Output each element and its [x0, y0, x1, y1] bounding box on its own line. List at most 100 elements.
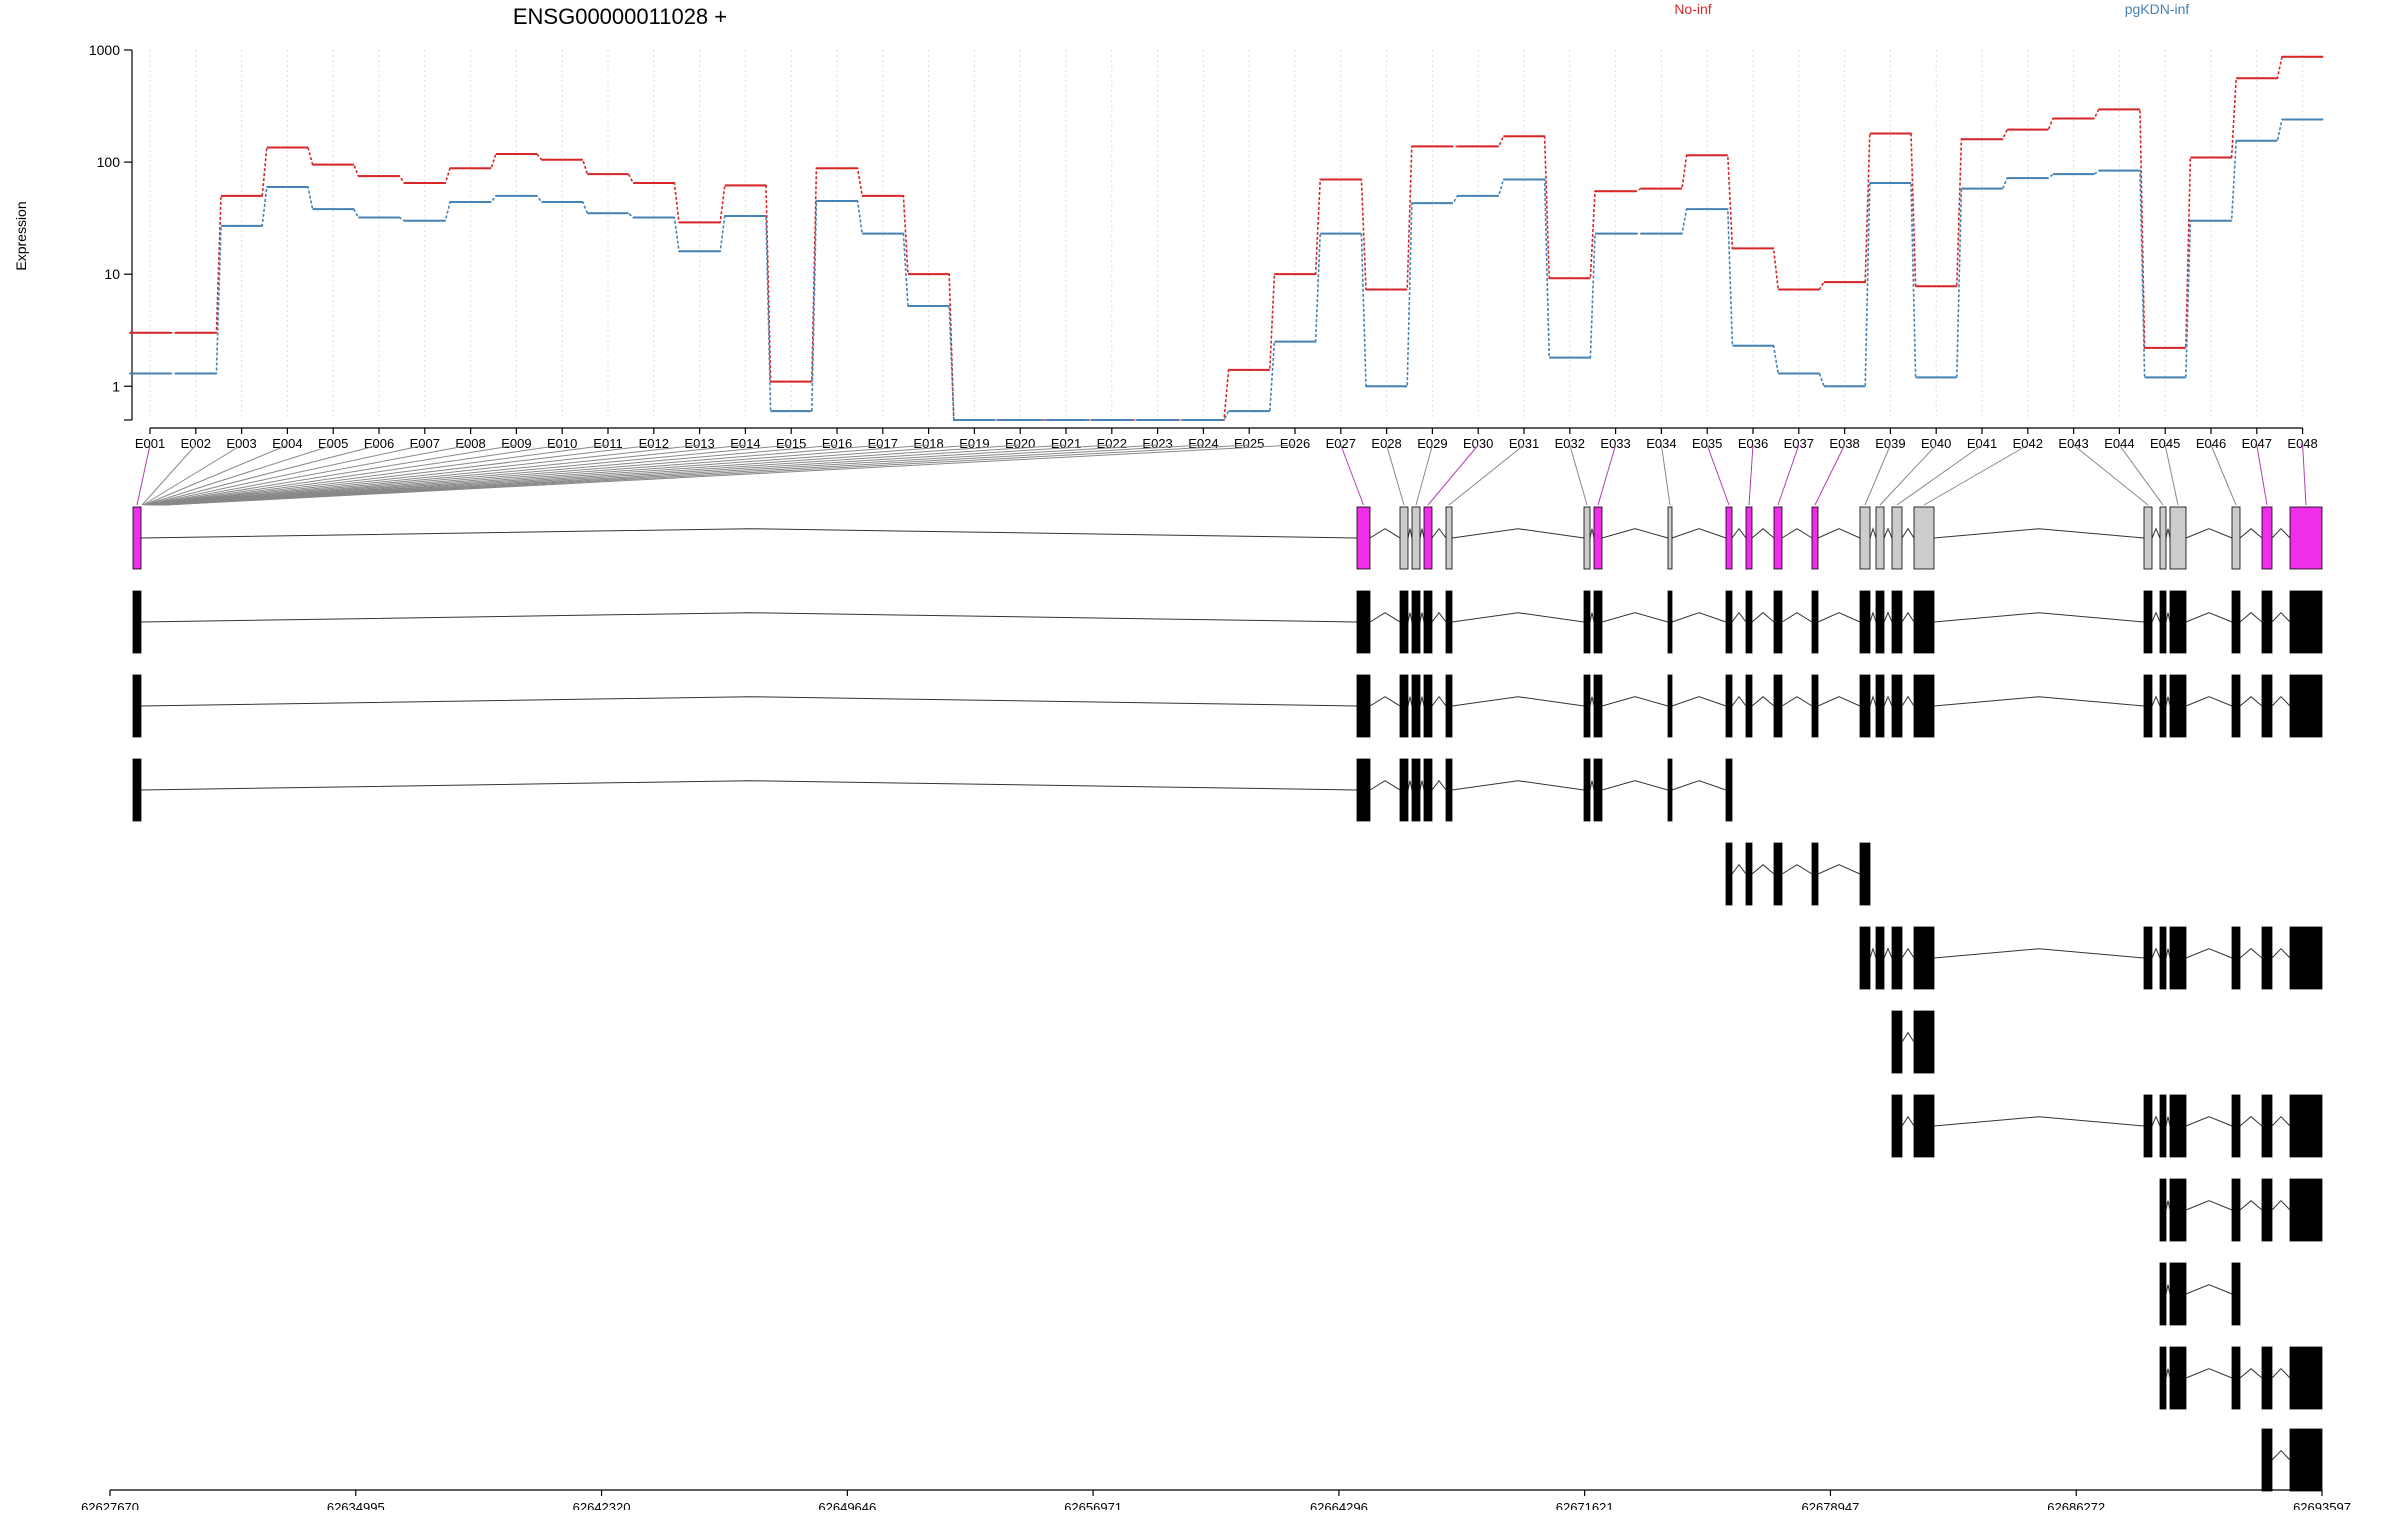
- connector-line: [1427, 444, 1479, 506]
- exon-box: [2159, 590, 2167, 654]
- exon-box: [1875, 674, 1885, 738]
- exon-box: [2289, 674, 2323, 738]
- intron-line: [1901, 695, 1915, 707]
- series-No-inf: [129, 55, 2324, 421]
- connector-line: [1660, 444, 1671, 506]
- intron-line: [1731, 527, 1747, 539]
- intron-line: [1671, 612, 1727, 623]
- x-tick-label: E039: [1875, 436, 1905, 451]
- exon-box: [1811, 674, 1819, 738]
- exon-box: [1773, 590, 1783, 654]
- exon-box: [2169, 926, 2187, 990]
- intron-line: [2239, 612, 2263, 623]
- exon-box: [132, 674, 142, 738]
- intron-line: [1731, 863, 1747, 875]
- exon-box: [2169, 506, 2187, 570]
- x-tick-label: E010: [547, 436, 577, 451]
- exon-box: [1725, 674, 1733, 738]
- x-tick-label: E027: [1326, 436, 1356, 451]
- intron-line: [2239, 1116, 2263, 1127]
- exon-box: [2169, 1346, 2187, 1410]
- intron-line: [2185, 528, 2233, 539]
- exon-box: [1445, 758, 1453, 822]
- intron-line: [1419, 528, 1425, 539]
- intron-line: [1589, 612, 1595, 623]
- intron-line: [2165, 1284, 2171, 1295]
- connector-line: [165, 444, 1296, 506]
- connector-line: [157, 444, 929, 506]
- intron-line: [2151, 611, 2161, 623]
- x-tick-label: E025: [1234, 436, 1264, 451]
- connector-line: [1569, 444, 1588, 506]
- connector-line: [159, 444, 1021, 506]
- intron-line: [1817, 864, 1861, 875]
- intron-line: [1431, 611, 1447, 623]
- intron-line: [1869, 695, 1877, 707]
- x-tick-label: E011: [593, 436, 622, 451]
- exon-box: [2289, 1346, 2323, 1410]
- transcript-layer: [132, 506, 2323, 1492]
- connector-line: [2118, 444, 2164, 506]
- connector-line: [2256, 444, 2268, 506]
- exon-box: [1411, 506, 1421, 570]
- connector-line: [1706, 444, 1730, 506]
- y-axis-label: Expression: [13, 201, 29, 270]
- exon-box: [1891, 506, 1903, 570]
- x-tick-label: E028: [1371, 436, 1401, 451]
- y-tick-label: 1000: [89, 42, 120, 58]
- exon-box: [1423, 506, 1433, 570]
- exon-box: [1423, 758, 1433, 822]
- exon-box: [2261, 1346, 2273, 1410]
- connector-line: [160, 444, 1067, 506]
- x-tick-label: E001: [135, 436, 165, 451]
- intron-line: [1731, 611, 1747, 623]
- intron-line: [2271, 1115, 2291, 1127]
- exon-box: [2231, 590, 2241, 654]
- grid-layer: [149, 50, 2304, 420]
- transcript-2: [132, 674, 2323, 738]
- exon-box: [1593, 758, 1603, 822]
- intron-line: [1781, 696, 1813, 707]
- x-tick-label: E037: [1784, 436, 1814, 451]
- exon-box: [1583, 674, 1591, 738]
- series-line: [129, 56, 2324, 421]
- exon-box: [1745, 506, 1753, 570]
- x-tick-label: E012: [639, 436, 669, 451]
- connector-line: [1896, 444, 1983, 506]
- exon-box: [1667, 758, 1673, 822]
- exon-box: [1745, 590, 1753, 654]
- exon-box: [1859, 674, 1871, 738]
- intron-line: [1933, 1116, 2145, 1127]
- intron-line: [1369, 780, 1401, 791]
- exon-box: [2231, 674, 2241, 738]
- connector-line: [156, 444, 883, 506]
- connector-line: [141, 444, 197, 506]
- intron-line: [2165, 528, 2171, 539]
- x-tick-label: E016: [822, 436, 852, 451]
- intron-line: [1419, 780, 1425, 791]
- connector-line: [146, 444, 425, 506]
- intron-line: [2151, 1115, 2161, 1127]
- exon-box: [1875, 506, 1885, 570]
- intron-line: [2239, 1200, 2263, 1211]
- exon-box: [1423, 674, 1433, 738]
- exon-box: [1875, 926, 1885, 990]
- exon-box: [132, 758, 142, 822]
- exon-box: [2169, 1094, 2187, 1158]
- exon-box: [1583, 506, 1591, 570]
- intron-line: [1369, 696, 1401, 707]
- exon-box: [1859, 590, 1871, 654]
- x-tick-label: E007: [410, 436, 440, 451]
- exon-box: [2169, 674, 2187, 738]
- exon-box: [132, 590, 142, 654]
- exon-box: [2231, 1346, 2241, 1410]
- intron-line: [1589, 696, 1595, 707]
- transcript-6: [1891, 1010, 1935, 1074]
- exon-box: [1423, 590, 1433, 654]
- intron-line: [1407, 612, 1413, 623]
- x-tick-label: E047: [2242, 436, 2272, 451]
- intron-line: [1781, 528, 1813, 539]
- connector-line: [1340, 444, 1364, 506]
- x-tick-label: E033: [1600, 436, 1630, 451]
- intron-line: [1869, 611, 1877, 623]
